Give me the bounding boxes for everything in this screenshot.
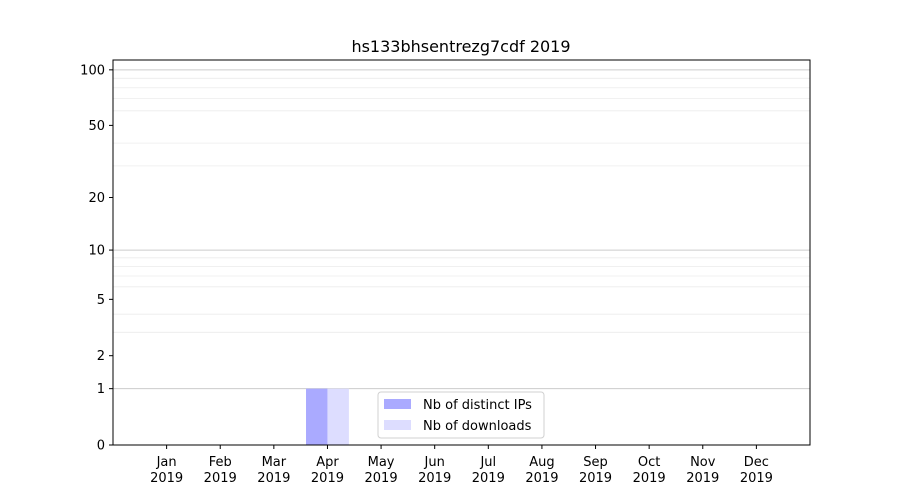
x-tick-label: Nov 2019	[686, 455, 719, 486]
y-tick-label: 1	[97, 382, 105, 397]
chart-title: hs133bhsentrezg7cdf 2019	[351, 37, 570, 56]
x-tick-label: Sep 2019	[579, 455, 612, 486]
legend-swatch	[384, 420, 411, 430]
y-tick-label: 20	[88, 191, 105, 206]
y-tick-label: 5	[97, 293, 105, 308]
x-tick-label: Feb 2019	[204, 455, 237, 486]
y-tick-label: 50	[88, 119, 105, 134]
y-axis: 0 1 2 5 10 20 50 100	[80, 63, 113, 454]
legend-label: Nb of downloads	[423, 419, 532, 434]
bar	[327, 388, 349, 445]
x-axis: Jan 2019 Feb 2019 Mar 2019 Apr 2019 May 2019 Jun 20…	[150, 445, 773, 486]
x-tick-label: Jul 2019	[472, 455, 505, 486]
plot-frame	[112, 59, 811, 446]
bar	[306, 388, 328, 445]
x-tick-label: Jun 2019	[418, 455, 451, 486]
legend-box	[377, 391, 545, 439]
x-tick-label: Apr 2019	[311, 455, 344, 486]
x-tick-label: Oct 2019	[633, 455, 666, 486]
legend: Nb of distinct IPs Nb of downloads	[377, 391, 545, 439]
y-tick-label: 100	[80, 63, 105, 78]
y-tick-label: 2	[97, 349, 105, 364]
gridlines	[113, 69, 810, 390]
y-tick-label: 0	[97, 439, 105, 454]
x-tick-label: Dec 2019	[740, 455, 773, 486]
y-tick-label: 10	[88, 244, 105, 259]
legend-swatch	[384, 399, 411, 409]
x-tick-label: May 2019	[365, 455, 398, 486]
bars	[306, 388, 349, 445]
x-tick-label: Jan 2019	[150, 455, 183, 486]
x-tick-label: Mar 2019	[257, 455, 290, 486]
legend-label: Nb of distinct IPs	[423, 398, 532, 413]
x-tick-label: Aug 2019	[525, 455, 558, 486]
